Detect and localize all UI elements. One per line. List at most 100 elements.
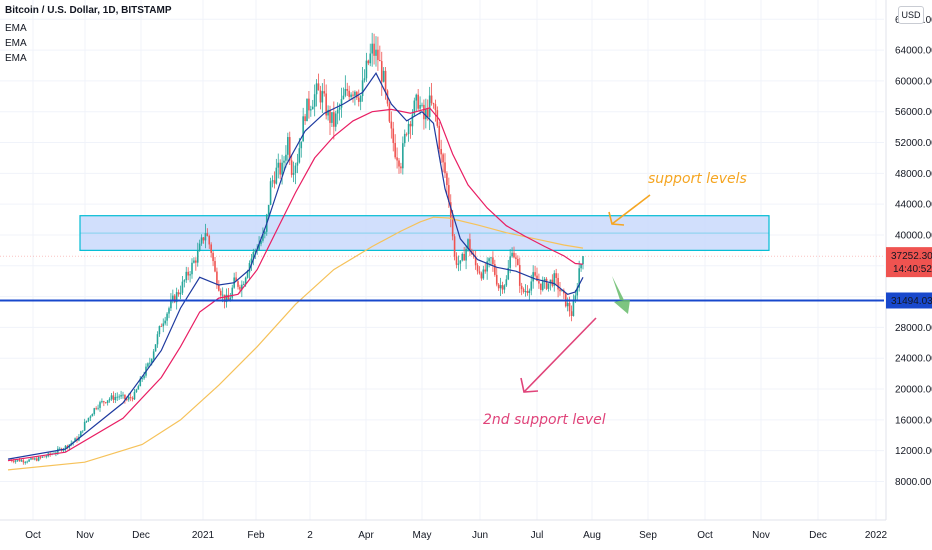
candle-body — [177, 292, 180, 295]
candle-body — [195, 260, 197, 263]
candle-body — [467, 239, 469, 249]
candle-body — [444, 162, 446, 174]
ema-legend-3[interactable]: EMA — [5, 53, 27, 64]
candle-body — [158, 326, 161, 335]
candle-body — [308, 98, 310, 111]
currency-button[interactable]: USD — [898, 6, 924, 24]
candle-body — [403, 133, 406, 144]
x-tick-label: Oct — [697, 530, 713, 541]
candle-body — [103, 401, 105, 403]
candle-body — [390, 121, 393, 129]
candle-body — [269, 181, 272, 205]
y-tick-label: 48000.00 — [895, 169, 932, 180]
candle-body — [179, 292, 182, 295]
candle-body — [321, 91, 324, 103]
candle-body — [363, 78, 366, 81]
candle-body — [250, 258, 253, 264]
candle-body — [118, 396, 120, 398]
candle-body — [104, 402, 107, 404]
candle-body — [398, 160, 400, 167]
candle-body — [311, 106, 314, 110]
candle-body — [237, 281, 239, 287]
candle-body — [124, 394, 126, 400]
candle-body — [16, 459, 19, 461]
candle-body — [352, 94, 354, 96]
candle-body — [129, 397, 132, 398]
candle-body — [524, 291, 527, 292]
ema-legend-2[interactable]: EMA — [5, 38, 27, 49]
candle-body — [495, 274, 498, 285]
candle-body — [361, 80, 364, 97]
candle-body — [277, 162, 280, 168]
time-axis[interactable]: Oct Nov Dec 2021 Feb 2 Apr May Jun Jul Aug Sep Oct No… — [25, 530, 887, 541]
candle-body — [315, 83, 318, 95]
candle-body — [478, 271, 481, 274]
candle-body — [549, 279, 552, 284]
candle-body — [405, 133, 408, 135]
candle-body — [127, 397, 130, 400]
candle-body — [499, 285, 502, 289]
candle-body — [258, 244, 260, 250]
candle-body — [81, 430, 84, 432]
candle-body — [229, 297, 232, 302]
candle-body — [114, 397, 117, 400]
candle-body — [367, 60, 370, 64]
candle-body — [515, 257, 517, 259]
candle-body — [522, 289, 525, 292]
candle-body — [225, 294, 228, 303]
candle-body — [336, 109, 339, 114]
candle-body — [340, 99, 343, 108]
candle-body — [271, 180, 274, 182]
candle-body — [409, 123, 412, 127]
candle-body — [423, 104, 425, 120]
candle-body — [298, 148, 301, 163]
candle-body — [344, 88, 347, 96]
candle-body — [526, 291, 529, 293]
candle-body — [273, 180, 276, 184]
candle-body — [511, 252, 513, 257]
candle-body — [400, 166, 402, 169]
candle-body — [474, 256, 477, 266]
candle-body — [520, 285, 523, 290]
candle-body — [262, 234, 264, 241]
candle-body — [64, 445, 67, 449]
candle-body — [32, 458, 34, 460]
candle-body — [572, 301, 575, 316]
candle-body — [204, 233, 207, 241]
candle-body — [313, 94, 316, 107]
candle-body — [574, 295, 577, 302]
candle-body — [122, 394, 124, 396]
candle-body — [285, 154, 287, 161]
candle-body — [239, 286, 241, 290]
candle-body — [545, 278, 548, 289]
price-tags: 37252.30 14:40:52 31494.03 — [886, 247, 932, 309]
candle-body — [317, 83, 320, 91]
second-support-arrow — [523, 317, 597, 393]
x-tick-label: Apr — [358, 530, 374, 541]
ema-legend-1[interactable]: EMA — [5, 23, 27, 34]
candle-body — [436, 110, 439, 126]
x-tick-label: Dec — [809, 530, 827, 541]
candle-body — [455, 256, 458, 265]
candle-body — [288, 137, 291, 161]
second-support-arrowhead — [520, 377, 539, 393]
candle-body — [223, 294, 226, 303]
candle-body — [18, 459, 21, 462]
y-tick-label: 44000.00 — [895, 200, 932, 211]
y-tick-label: 28000.00 — [895, 323, 932, 334]
candle-body — [181, 281, 184, 293]
candle-body — [561, 290, 563, 292]
candle-body — [143, 375, 145, 379]
candle-body — [147, 363, 149, 367]
candle-body — [513, 252, 515, 258]
candle-body — [484, 269, 487, 272]
candle-body — [30, 458, 32, 460]
x-tick-label: Nov — [752, 530, 770, 541]
candle-body — [41, 456, 44, 458]
candle-body — [120, 395, 122, 397]
candle-body — [133, 391, 136, 400]
x-tick-label: Aug — [583, 530, 601, 541]
candle-body — [287, 137, 289, 155]
candle-body — [170, 300, 172, 309]
